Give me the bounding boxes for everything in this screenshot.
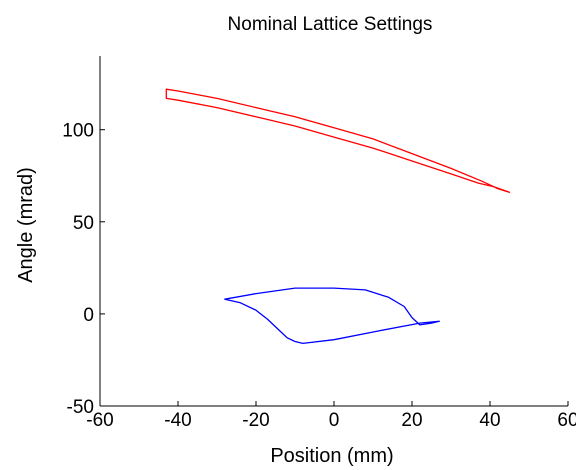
x-tick-label: -40 [164,410,191,431]
y-tick-label: 0 [83,305,94,326]
x-axis-label: Position (mm) [270,445,393,467]
series-line-2 [224,287,440,345]
x-tick-label: 0 [329,410,340,431]
x-tick-label: -60 [86,410,113,431]
y-axis-label: Angle (mrad) [15,167,37,283]
x-tick-label: 40 [479,410,500,431]
x-tick-label: 20 [401,410,422,431]
y-tick-label: 50 [73,213,94,234]
chart-title: Nominal Lattice Settings [228,14,433,35]
x-tick-label: 60 [557,410,576,431]
series-layer [165,88,511,345]
y-tick-label: -50 [67,397,94,418]
x-axis-ticks: -60 -40 -20 0 20 40 60 [86,401,576,431]
plot-area [99,56,568,407]
y-axis-ticks: -50 0 50 100 [62,121,105,418]
x-tick-label: -20 [242,410,269,431]
series-line-1 [165,88,511,193]
y-tick-label: 100 [62,121,94,142]
